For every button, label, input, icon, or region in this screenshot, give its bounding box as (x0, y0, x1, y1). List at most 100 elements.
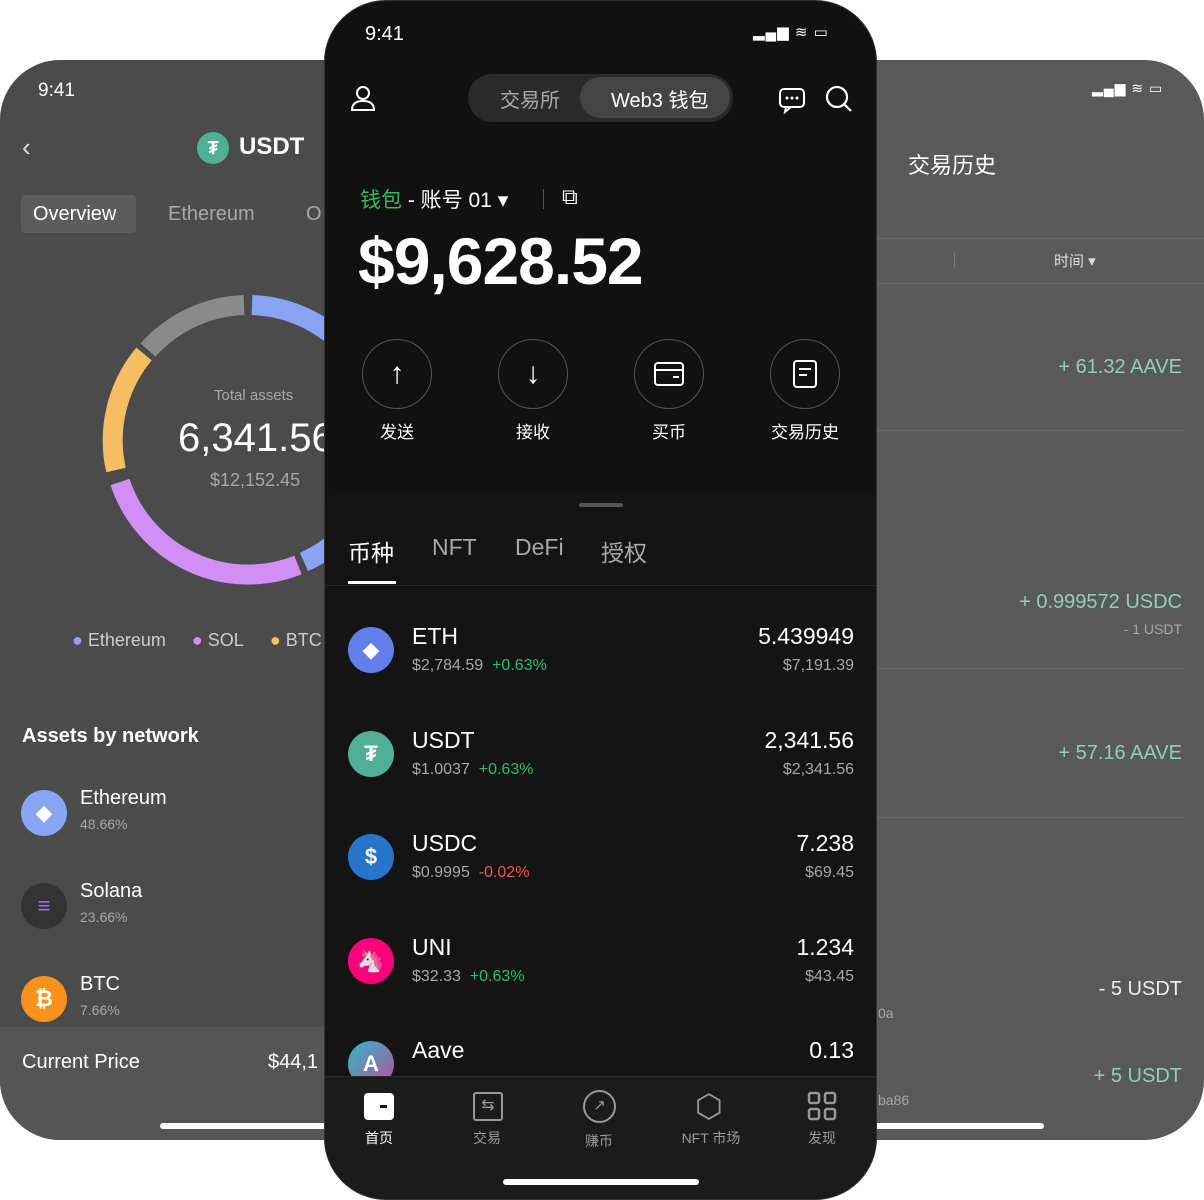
time-filter[interactable]: 时间 ▾ (1054, 253, 1096, 270)
nav-nft-market[interactable]: NFT 市场 (681, 1130, 741, 1146)
document-icon (793, 360, 817, 388)
earn-icon[interactable]: ↗ (583, 1090, 616, 1123)
total-assets-usd: $12,152.45 (210, 470, 301, 490)
token-value: $43.45 (805, 967, 854, 985)
receive-button[interactable]: ↓ (498, 339, 568, 409)
back-icon[interactable]: ‹ (22, 132, 31, 162)
home-indicator (870, 1123, 1044, 1129)
token-change: -0.02% (478, 864, 530, 881)
legend-btc: ● BTC (269, 630, 322, 650)
status-icons: ▂▄▆ ≋ ▭ (1092, 80, 1164, 96)
solana-icon: ≡ (21, 883, 67, 929)
segment-sol (110, 478, 302, 585)
history-label: 交易历史 (771, 423, 839, 442)
token-symbol: USDT (412, 726, 475, 753)
transaction-address: ba86 (878, 1092, 910, 1108)
profile-icon[interactable] (349, 84, 377, 112)
current-price-label: Current Price (22, 1051, 140, 1073)
total-assets-value: 6,341.56 (178, 416, 334, 460)
nav-home[interactable]: 首页 (365, 1130, 393, 1146)
arrow-down-icon: ↓ (525, 357, 541, 390)
trade-icon[interactable]: ⇆ (473, 1092, 503, 1121)
discover-icon[interactable] (807, 1091, 837, 1121)
tab-web3-wallet[interactable]: Web3 钱包 (611, 90, 709, 112)
transaction-amount: - 5 USDT (1098, 978, 1182, 1000)
total-assets-label: Total assets (214, 387, 294, 404)
transaction-amount: + 57.16 AAVE (1058, 742, 1182, 764)
token-row[interactable]: ◆ ETH $2,784.59 +0.63% 5.439949 $7,191.3… (325, 621, 876, 711)
token-change: +0.63% (469, 967, 525, 985)
token-amount: 1.234 (796, 933, 854, 960)
network-name: Ethereum (80, 787, 167, 809)
token-amount: 2,341.56 (764, 726, 854, 753)
token-symbol: ETH (412, 623, 458, 649)
tab-other[interactable]: O (306, 203, 322, 225)
nav-discover[interactable]: 发现 (808, 1130, 836, 1146)
assets-panel (325, 493, 876, 1113)
buy-button[interactable] (634, 339, 704, 409)
tab-overview[interactable]: Overview (33, 203, 117, 225)
nft-market-icon[interactable]: ⬡ (695, 1088, 723, 1124)
token-price: $32.33 (412, 967, 461, 985)
token-value: $69.45 (805, 864, 854, 881)
token-change: +0.63% (492, 657, 547, 674)
token-value: $7,191.39 (782, 657, 854, 674)
home-icon[interactable] (364, 1093, 394, 1120)
status-time: 9:41 (365, 23, 404, 45)
network-name: BTC (80, 973, 120, 995)
ethereum-icon: ◆ (21, 790, 67, 836)
drag-handle[interactable] (579, 503, 623, 507)
nav-earn[interactable]: 赚币 (585, 1133, 613, 1149)
section-title: Assets by network (22, 725, 199, 747)
copy-address-icon[interactable]: ⧉ (562, 184, 578, 209)
nav-trade[interactable]: 交易 (473, 1130, 501, 1146)
token-value: $2,341.56 (782, 760, 854, 778)
transaction-sub: - 1 USDT (1123, 621, 1182, 637)
usdt-icon: ₮ (348, 730, 394, 777)
current-price-value: $44,1 (268, 1051, 319, 1073)
tab-nft[interactable]: NFT (432, 534, 477, 560)
send-button[interactable]: ↑ (362, 339, 432, 409)
coin-title: USDT (239, 133, 305, 160)
network-pct: 23.66% (80, 909, 128, 925)
tab-defi[interactable]: DeFi (515, 534, 564, 560)
tab-approvals[interactable]: 授权 (601, 540, 647, 566)
search-icon[interactable] (825, 85, 853, 113)
token-price: $1.0037 (412, 760, 470, 778)
legend-sol: ● SOL (191, 630, 244, 650)
token-price-line: $1.0037 +0.63% (412, 761, 533, 779)
token-row[interactable]: ₮ USDT $1.0037 +0.63% 2,341.56 $2,341.56 (325, 725, 876, 815)
transaction-amount: + 61.32 AAVE (1058, 356, 1182, 378)
token-amount: 5.439949 (758, 623, 854, 649)
transaction-address: 0a (878, 1005, 894, 1021)
message-icon[interactable] (778, 86, 806, 114)
active-tab-indicator (348, 581, 396, 584)
network-name: Solana (80, 880, 143, 902)
token-change: +0.63% (478, 760, 534, 778)
segment-other (140, 295, 245, 357)
token-price-line: $0.9995 -0.02% (412, 864, 529, 882)
tab-ethereum[interactable]: Ethereum (168, 203, 255, 225)
account-switcher[interactable]: 钱包 - 账号 01 ▾ (360, 189, 509, 212)
token-price: $2,784.59 (412, 657, 484, 674)
token-price-line: $2,784.59 +0.63% (412, 657, 547, 675)
token-row[interactable]: 🦄 UNI $32.33 +0.63% 1.234 $43.45 (325, 932, 876, 1022)
wallet-home-screen: 9:41 ▂▄▆ ≋ ▭ 交易所 Web3 钱包 钱包 - 账号 01 ▾ ⧉ … (324, 0, 877, 1200)
token-row[interactable]: $ USDC $0.9995 -0.02% 7.238 $69.45 (325, 828, 876, 918)
transaction-amount: + 5 USDT (1093, 1065, 1182, 1087)
network-pct: 7.66% (80, 1002, 120, 1018)
tab-exchange[interactable]: 交易所 (500, 90, 560, 112)
token-symbol: USDC (412, 830, 478, 856)
arrow-up-icon: ↑ (389, 357, 405, 390)
token-symbol: UNI (412, 933, 452, 960)
total-balance: $9,628.52 (358, 224, 644, 298)
token-symbol: Aave (412, 1037, 465, 1063)
status-icons: ▂▄▆ ≋ ▭ (753, 24, 829, 41)
history-button[interactable] (770, 339, 840, 409)
network-pct: 48.66% (80, 816, 128, 832)
tab-tokens[interactable]: 币种 (348, 540, 394, 566)
home-indicator (503, 1179, 699, 1185)
uni-icon: 🦄 (348, 937, 394, 984)
status-time: 9:41 (38, 80, 75, 101)
token-price-line: $32.33 +0.63% (412, 968, 525, 986)
